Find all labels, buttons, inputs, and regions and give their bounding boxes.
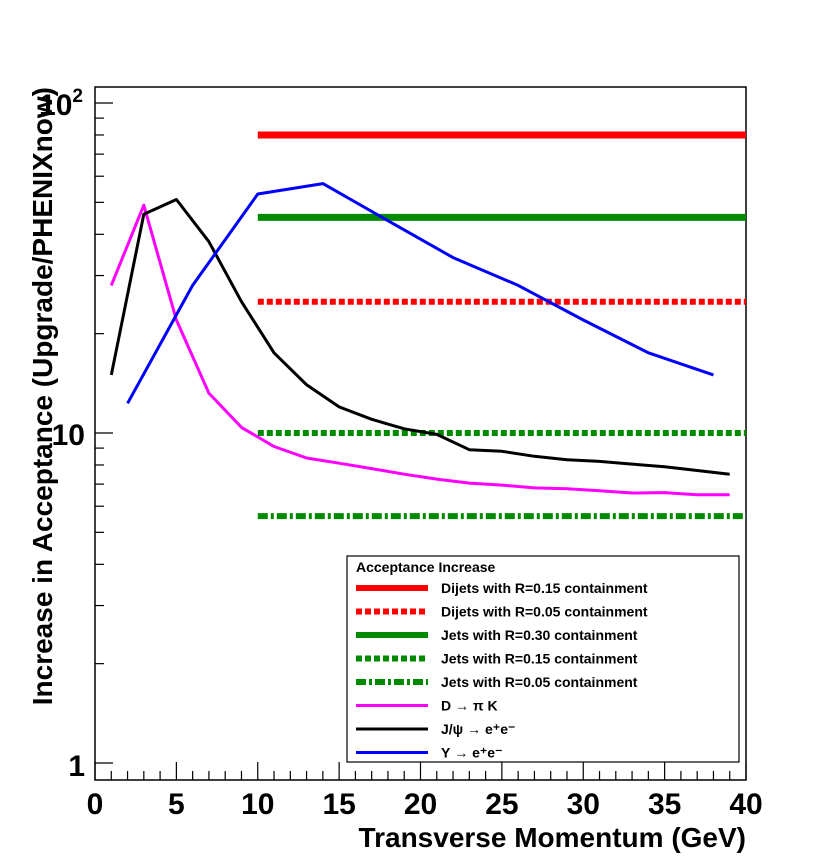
x-tick-label: 0 xyxy=(87,788,104,821)
legend-label-1: Dijets with R=0.05 containment xyxy=(441,604,648,620)
x-tick-labels: 0 5 10 15 20 25 30 35 40 xyxy=(87,788,763,821)
y-tick-label-1: 1 xyxy=(68,750,85,783)
legend-label-3: Jets with R=0.15 containment xyxy=(441,651,638,667)
series-line-7 xyxy=(126,182,714,405)
x-tick-label: 5 xyxy=(168,788,185,821)
legend-label-4: Jets with R=0.05 containment xyxy=(441,674,638,690)
x-tick-label: 35 xyxy=(648,788,681,821)
x-tick-label: 10 xyxy=(241,788,274,821)
y-tick-label-100: 102 xyxy=(39,86,83,122)
axis-ticks xyxy=(94,102,747,780)
legend-label-6: J/ψ → e⁺e⁻ xyxy=(441,721,515,737)
legend-label-5: D → π K xyxy=(441,698,498,714)
legend-label-0: Dijets with R=0.15 containment xyxy=(441,580,648,596)
y-tick-label-10: 10 xyxy=(52,419,85,452)
series-line-6 xyxy=(109,198,730,476)
x-tick-label: 20 xyxy=(404,788,437,821)
legend-items: Dijets with R=0.15 containment Dijets wit… xyxy=(356,580,648,761)
x-tick-label: 15 xyxy=(322,788,355,821)
series-layer xyxy=(109,131,746,520)
x-tick-label: 40 xyxy=(729,788,762,821)
y-axis-title: Increase in Acceptance (Upgrade/PHENIXno… xyxy=(27,87,58,705)
legend: Acceptance Increase Dijets with R=0.15 c… xyxy=(346,555,740,763)
legend-label-2: Jets with R=0.30 containment xyxy=(441,627,638,643)
legend-label-7: Υ → e⁺e⁻ xyxy=(441,745,502,761)
series-line-5 xyxy=(109,203,730,497)
legend-title: Acceptance Increase xyxy=(356,559,496,575)
x-axis-title: Transverse Momentum (GeV) xyxy=(359,822,746,853)
x-tick-label: 30 xyxy=(567,788,600,821)
x-tick-label: 25 xyxy=(485,788,518,821)
